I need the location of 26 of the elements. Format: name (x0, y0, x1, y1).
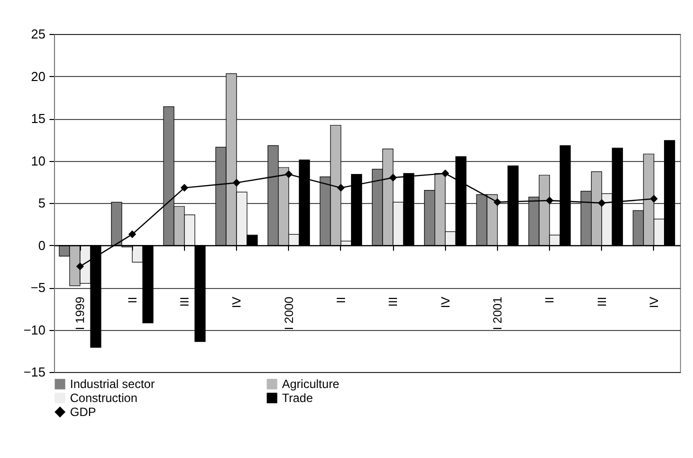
y-tick-label: −5 (30, 280, 46, 295)
x-tick-label: IV (646, 296, 661, 308)
y-tick-label: 0 (38, 238, 46, 253)
y-tick-label: 5 (38, 196, 46, 210)
legend-label: Industrial sector (70, 377, 155, 392)
legend-label: Trade (282, 391, 314, 405)
y-tick-label: −15 (23, 364, 46, 380)
x-tick-label: IV (230, 296, 244, 308)
x-tick-label: IV (438, 296, 452, 308)
x-tick-label: I 1999 (73, 296, 88, 330)
y-tick-label: 10 (31, 153, 46, 168)
legend-label: Construction (70, 391, 138, 405)
legend-label: GDP (70, 405, 96, 419)
y-tick-label: 15 (31, 111, 46, 126)
legend-label: Agriculture (282, 377, 340, 392)
x-tick-label: III (177, 296, 192, 307)
x-tick-label: III (594, 296, 609, 307)
x-tick-label: II (125, 296, 140, 304)
x-tick-label: III (386, 296, 400, 307)
y-tick-label: 25 (31, 26, 46, 42)
x-tick-label: I 2001 (490, 296, 504, 330)
x-tick-label: II (334, 296, 348, 304)
y-tick-label: −10 (23, 322, 46, 338)
y-tick-label: 20 (31, 68, 46, 84)
x-tick-label: II (542, 296, 557, 304)
x-tick-label: I 2000 (282, 296, 296, 330)
